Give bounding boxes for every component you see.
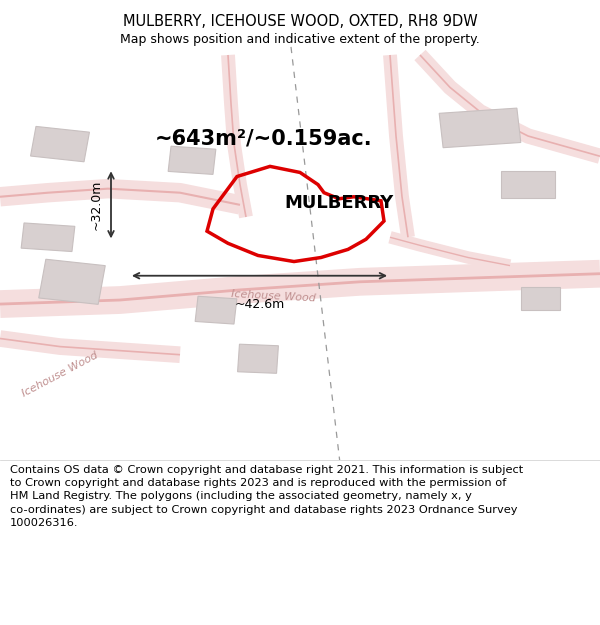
- Polygon shape: [31, 126, 89, 162]
- Polygon shape: [195, 296, 237, 324]
- Polygon shape: [39, 259, 105, 304]
- Text: Contains OS data © Crown copyright and database right 2021. This information is : Contains OS data © Crown copyright and d…: [10, 465, 523, 528]
- Text: MULBERRY: MULBERRY: [284, 194, 394, 212]
- Polygon shape: [521, 286, 560, 309]
- Text: ~643m²/~0.159ac.: ~643m²/~0.159ac.: [155, 128, 373, 148]
- Polygon shape: [21, 223, 75, 251]
- Polygon shape: [168, 146, 216, 174]
- Text: ~42.6m: ~42.6m: [235, 298, 284, 311]
- Text: Icehouse Wood: Icehouse Wood: [230, 289, 316, 303]
- Polygon shape: [439, 108, 521, 148]
- Text: ~32.0m: ~32.0m: [89, 179, 103, 230]
- Polygon shape: [501, 171, 555, 198]
- Polygon shape: [238, 344, 278, 373]
- Text: Icehouse Wood: Icehouse Wood: [20, 351, 100, 399]
- Text: Map shows position and indicative extent of the property.: Map shows position and indicative extent…: [120, 33, 480, 46]
- Text: MULBERRY, ICEHOUSE WOOD, OXTED, RH8 9DW: MULBERRY, ICEHOUSE WOOD, OXTED, RH8 9DW: [122, 14, 478, 29]
